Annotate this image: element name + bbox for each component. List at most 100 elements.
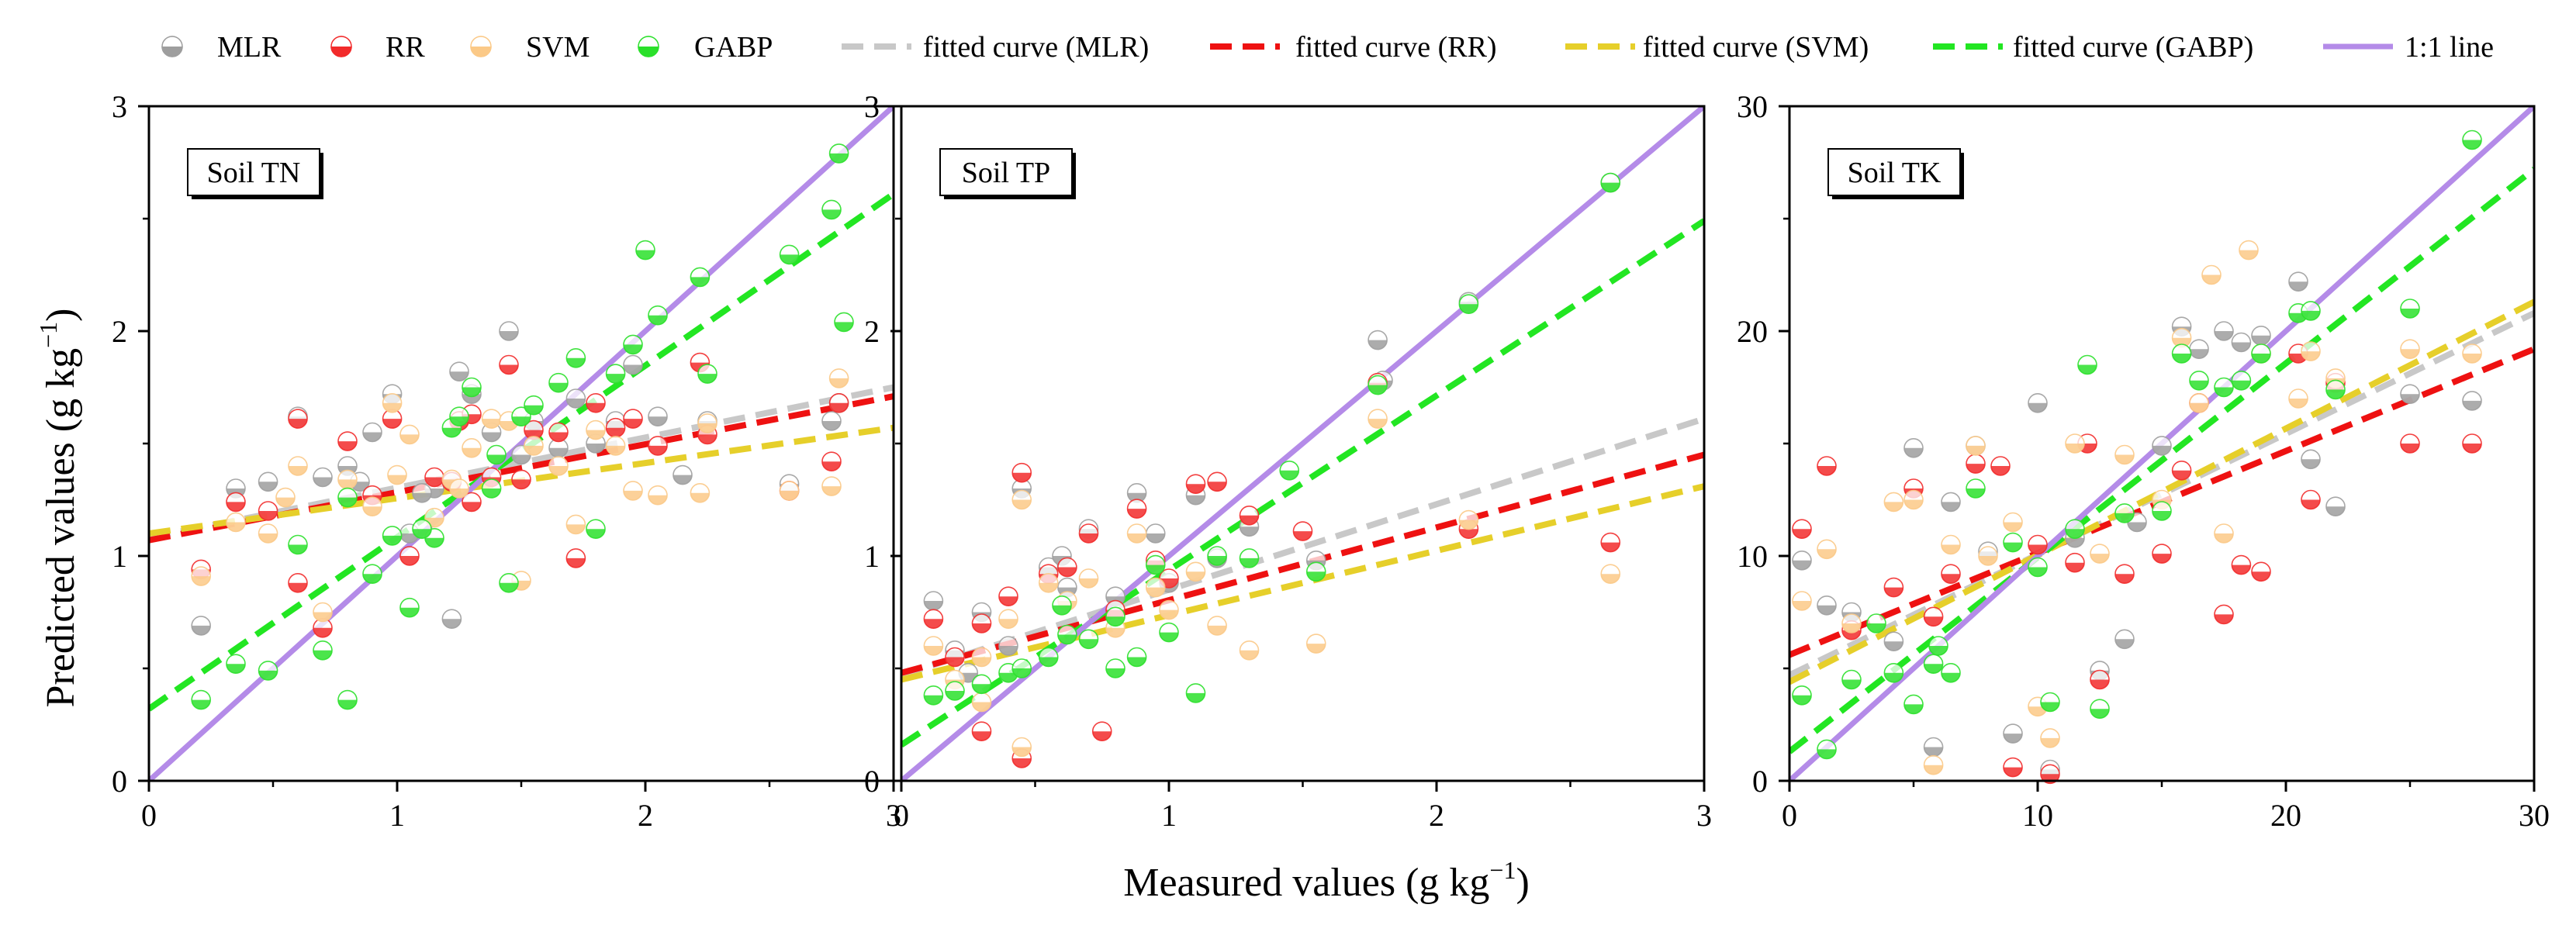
point-svm-soil-tk-0 bbox=[1792, 591, 1812, 611]
point-ring-rr bbox=[648, 436, 668, 456]
panel-label-box bbox=[187, 148, 320, 196]
point-rr-soil-tk-8 bbox=[2003, 757, 2023, 778]
point-svm-soil-tp-11 bbox=[1159, 599, 1179, 620]
point-fill-mlr bbox=[313, 477, 332, 487]
point-gabp-soil-tn-16 bbox=[524, 395, 544, 416]
point-gabp-soil-tn-6 bbox=[362, 564, 382, 585]
point-svm-soil-tn-8 bbox=[399, 424, 420, 445]
point-gabp-soil-tk-17 bbox=[2189, 370, 2209, 391]
point-ring-mlr bbox=[441, 609, 462, 630]
panel-label-box bbox=[1827, 148, 1961, 196]
point-gabp-soil-tn-19 bbox=[586, 519, 606, 540]
point-ring-rr bbox=[2251, 561, 2271, 582]
point-ring-svm bbox=[1126, 523, 1147, 544]
point-ring-gabp bbox=[337, 487, 358, 508]
point-gabp-soil-tn-22 bbox=[635, 240, 655, 261]
point-fill-gabp bbox=[972, 684, 991, 694]
point-fill-gabp bbox=[1867, 623, 1886, 633]
point-ring-rr bbox=[2040, 764, 2060, 785]
panel-label-text: Soil TN bbox=[207, 157, 301, 189]
point-ring-gabp bbox=[2251, 343, 2271, 364]
point-ring-gabp bbox=[191, 689, 212, 710]
point-fill-gabp bbox=[2463, 140, 2481, 150]
point-ring-rr bbox=[2462, 433, 2482, 454]
point-gabp-soil-tp-4 bbox=[1011, 658, 1032, 678]
point-svm-soil-tp-5 bbox=[1038, 572, 1059, 593]
point-fill-mlr bbox=[2401, 394, 2419, 404]
point-mlr-soil-tk-9 bbox=[2028, 392, 2048, 413]
point-fill-gabp bbox=[524, 405, 543, 415]
point-mlr-soil-tk-23 bbox=[2400, 384, 2420, 405]
point-ring-gabp bbox=[1841, 669, 1862, 690]
fit-mlr-line-soil-tk bbox=[1789, 310, 2534, 678]
point-fill-svm bbox=[450, 488, 469, 498]
point-ring-gabp bbox=[1600, 172, 1621, 193]
point-fill-gabp bbox=[482, 488, 501, 498]
point-svm-soil-tp-7 bbox=[1078, 568, 1099, 589]
point-ring-svm bbox=[462, 437, 482, 458]
point-fill-mlr bbox=[482, 432, 501, 442]
fit-svm-line-soil-tp bbox=[901, 483, 1704, 683]
x-axis-title: Measured values (g kg−1) bbox=[1123, 856, 1530, 905]
point-fill-gabp bbox=[1966, 488, 1985, 498]
point-rr-soil-tp-19 bbox=[971, 721, 992, 742]
point-fill-svm bbox=[276, 497, 295, 507]
point-fill-mlr bbox=[2066, 537, 2084, 547]
point-fill-gabp bbox=[1924, 664, 1943, 674]
point-ring-gabp bbox=[1145, 554, 1166, 575]
point-ring-svm bbox=[2214, 523, 2234, 544]
point-svm-soil-tn-5 bbox=[337, 469, 358, 490]
point-gabp-soil-tk-12 bbox=[2077, 354, 2097, 375]
point-fill-rr bbox=[258, 511, 278, 520]
point-rr-soil-tp-4 bbox=[1011, 462, 1032, 483]
fit-gabp-line-soil-tk bbox=[1789, 167, 2534, 754]
point-ring-gabp bbox=[462, 377, 482, 398]
point-fill-rr bbox=[2004, 767, 2022, 777]
legend-item-one-to-one: 1:1 line bbox=[2323, 31, 2494, 64]
point-svm-soil-tk-24 bbox=[2400, 339, 2420, 360]
point-fill-gabp bbox=[1884, 672, 1903, 682]
point-gabp-soil-tk-23 bbox=[2325, 379, 2346, 400]
point-ring-gabp bbox=[1817, 739, 1837, 760]
point-ring-gabp bbox=[548, 372, 569, 393]
point-ring-gabp bbox=[2462, 129, 2482, 150]
point-mlr-soil-tk-19 bbox=[2251, 325, 2271, 346]
point-gabp-soil-tk-4 bbox=[1903, 694, 1924, 715]
point-gabp-soil-tk-0 bbox=[1792, 685, 1812, 706]
point-rr-soil-tp-12 bbox=[1185, 474, 1206, 495]
point-ring-gabp bbox=[382, 526, 403, 546]
point-fill-gabp bbox=[1842, 679, 1861, 689]
point-ring-mlr bbox=[2214, 321, 2234, 341]
point-ring-svm bbox=[623, 481, 643, 501]
point-gabp-soil-tn-27 bbox=[821, 199, 842, 220]
point-mlr-soil-tn-26 bbox=[821, 411, 842, 431]
point-fill-mlr bbox=[413, 492, 431, 502]
point-ring-rr bbox=[399, 546, 420, 566]
fit-gabp-line-soil-tn bbox=[149, 191, 894, 712]
point-fill-svm bbox=[2028, 706, 2047, 716]
point-gabp-soil-tn-13 bbox=[481, 478, 502, 499]
point-ring-rr bbox=[337, 431, 358, 451]
point-fill-mlr bbox=[1924, 747, 1943, 757]
point-rr-soil-tn-9 bbox=[424, 467, 444, 488]
point-ring-mlr bbox=[2231, 332, 2252, 353]
point-fill-svm bbox=[2463, 354, 2481, 363]
point-gabp-soil-tn-18 bbox=[565, 347, 586, 368]
point-gabp-soil-tk-13 bbox=[2090, 699, 2110, 720]
point-ring-mlr bbox=[2325, 496, 2346, 517]
point-fill-gabp bbox=[1929, 646, 1948, 655]
point-mlr-soil-tn-21 bbox=[623, 354, 643, 375]
point-fill-gabp bbox=[442, 427, 462, 437]
x-tick-label-soil-tp: 3 bbox=[1696, 798, 1712, 833]
point-ring-svm bbox=[1038, 572, 1059, 593]
point-fill-rr bbox=[1186, 484, 1205, 494]
point-ring-mlr bbox=[412, 482, 432, 503]
point-fill-gabp bbox=[2004, 542, 2022, 552]
point-ring-svm bbox=[275, 487, 296, 508]
point-fill-svm bbox=[1966, 445, 1985, 455]
point-fill-rr bbox=[1942, 574, 1960, 584]
point-mlr-soil-tn-18 bbox=[565, 388, 586, 409]
point-ring-svm bbox=[971, 647, 992, 668]
point-fill-svm bbox=[382, 402, 402, 413]
